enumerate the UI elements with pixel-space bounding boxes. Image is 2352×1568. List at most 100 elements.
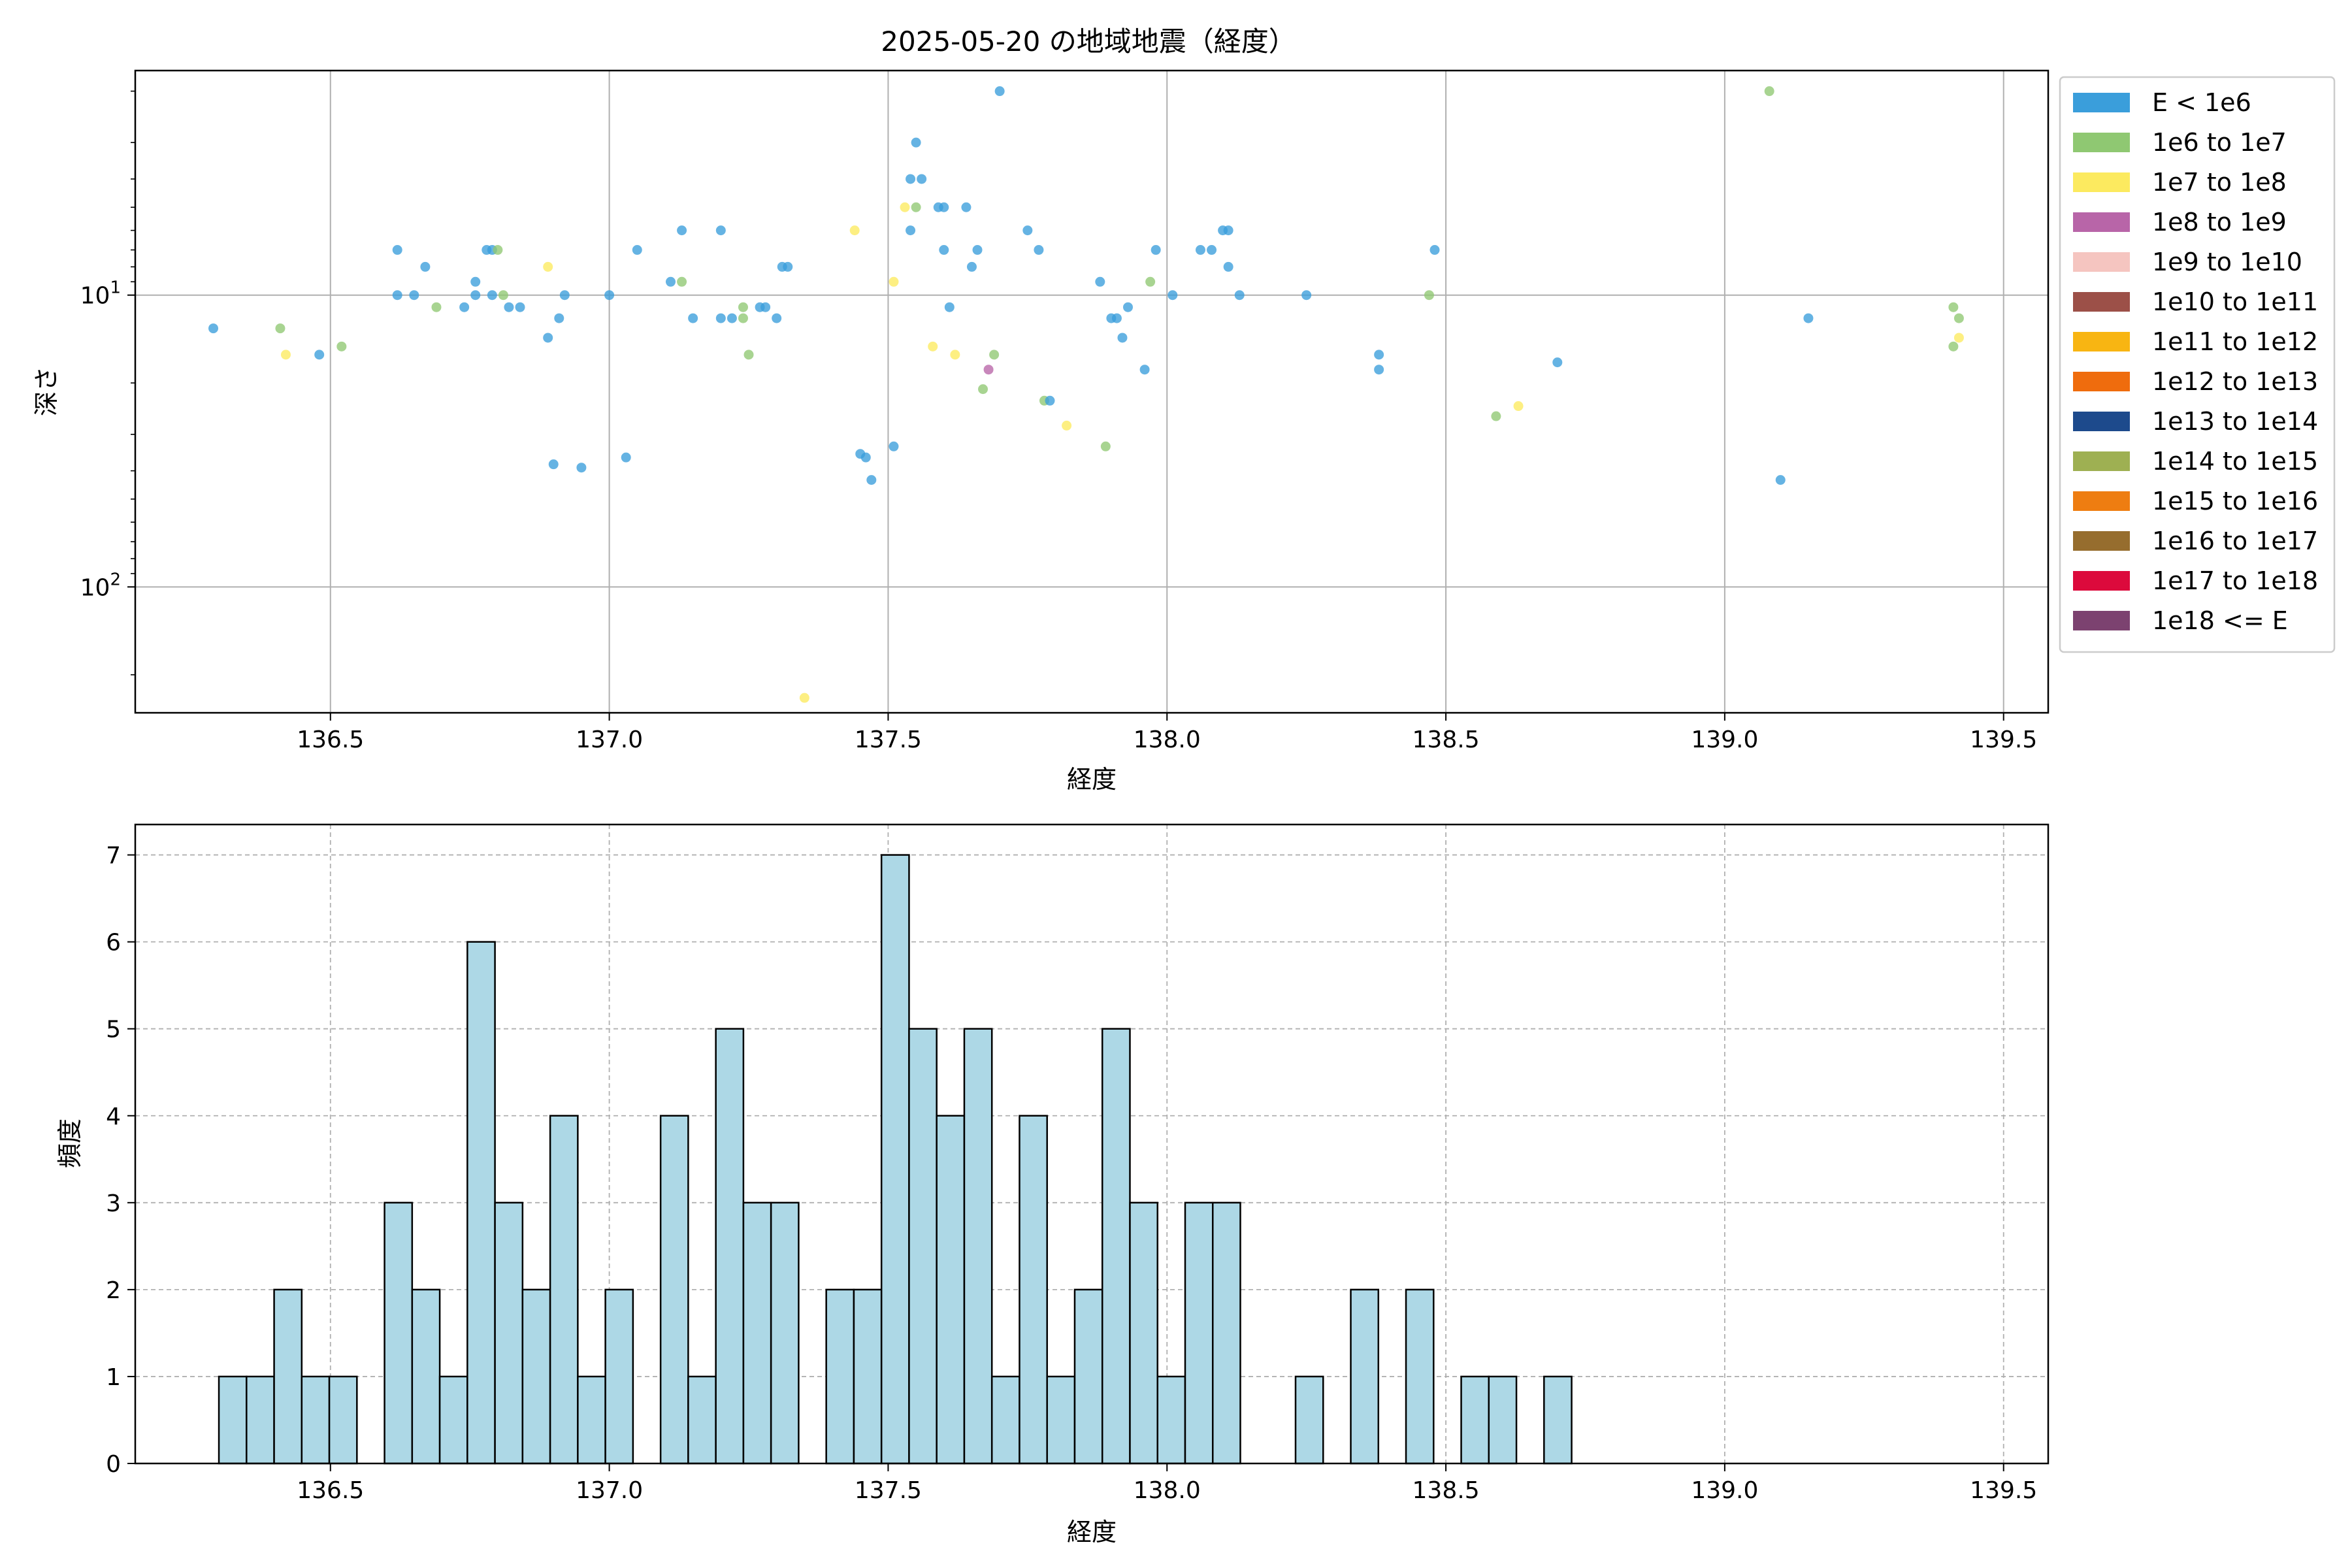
histogram-y-tick-label: 3 [106,1190,121,1217]
scatter-point [1168,290,1178,301]
scatter-point [1223,225,1233,236]
legend-label: 1e17 to 1e18 [2152,566,2318,595]
scatter-point [314,350,325,360]
scatter-point [944,302,955,312]
scatter-point [978,384,988,395]
scatter-point [459,302,470,312]
legend-swatch [2073,93,2130,112]
histogram-bar [384,1201,414,1465]
legend-label: 1e13 to 1e14 [2152,407,2318,436]
legend-swatch [2073,252,2130,272]
scatter-point [280,350,291,360]
scatter-point [1429,245,1440,255]
scatter-point [470,276,481,287]
scatter-point [1151,245,1161,255]
scatter-point [275,323,286,334]
scatter-point [548,459,559,470]
scatter-point [849,225,860,236]
histogram-bar [521,1288,551,1465]
scatter-point [860,452,871,463]
legend-items: E < 1e6 1e6 to 1e7 1e7 to 1e8 1e8 to 1e9 1e9… [2073,88,2318,635]
scatter-point [1062,420,1072,431]
histogram-bars [218,854,1573,1465]
scatter-point [604,290,615,301]
scatter-point [1207,245,1217,255]
scatter-x-tick-label: 139.0 [1691,727,1758,753]
scatter-point [1100,441,1111,451]
histogram-y-tick-label: 6 [106,930,121,956]
scatter-point [738,313,748,323]
scatter-grid [135,71,2048,713]
legend-label: 1e16 to 1e17 [2152,527,2318,555]
scatter-point [866,475,877,485]
scatter-point [1139,365,1150,375]
histogram-bar [218,1375,248,1465]
legend-swatch [2073,212,2130,232]
scatter-point [1374,350,1384,360]
legend-swatch [2073,571,2130,591]
histogram-bar [328,1375,358,1465]
scatter-point [470,290,481,301]
histogram-bar [1129,1201,1158,1465]
legend-swatch [2073,451,2130,471]
histogram-bar [990,1375,1021,1465]
scatter-point [906,174,916,184]
scatter-point [738,302,748,312]
scatter-point [799,693,809,703]
scatter-point [621,452,631,463]
scatter-point [1491,411,1501,421]
scatter-x-tick-label: 137.0 [576,727,643,753]
scatter-point [208,323,219,334]
scatter-point [889,441,899,451]
scatter-point [1234,290,1245,301]
histogram-bar [1019,1115,1048,1465]
scatter-point [336,341,347,351]
scatter-point [688,313,698,323]
scatter-point [961,202,972,212]
histogram-bar [770,1201,800,1465]
scatter-point [994,86,1005,97]
legend-swatch [2073,332,2130,351]
scatter-point [1953,333,1964,343]
scatter-point [727,313,737,323]
histogram-bar [659,1115,689,1465]
legend-box [2059,76,2336,653]
scatter-point [559,290,570,301]
scatter-point [760,302,771,312]
scatter-point [1424,290,1434,301]
scatter-point [493,245,503,255]
scatter-point [1953,313,1964,323]
scatter-point [554,313,564,323]
scatter-x-tick-label: 138.5 [1413,727,1480,753]
histogram-bar [301,1375,331,1465]
histogram-y-tick-label: 7 [106,843,121,870]
legend-label: 1e6 to 1e7 [2152,128,2287,157]
histogram-x-ticks: 136.5 137.0 137.5 138.0 138.5 139.0 139.5 [297,1463,2037,1504]
scatter-point [1045,395,1055,406]
scatter-x-tick-label: 136.5 [297,727,364,753]
scatter-point [715,313,726,323]
histogram-x-tick-label: 138.5 [1413,1477,1480,1504]
scatter-point [576,463,587,473]
scatter-point [911,137,921,148]
histogram-x-tick-label: 136.5 [297,1477,364,1504]
scatter-x-tick-label: 138.0 [1134,727,1201,753]
histogram-bar [1350,1288,1380,1465]
scatter-point [900,202,910,212]
legend-swatch [2073,531,2130,551]
scatter-point [665,276,676,287]
histogram-bar [742,1201,772,1465]
histogram-y-tick-label: 4 [106,1103,121,1130]
histogram-y-tick-label: 1 [106,1364,121,1391]
scatter-point [392,245,402,255]
scatter-point [917,174,927,184]
scatter-point [498,290,508,301]
scatter-point [1111,313,1122,323]
scatter-point [928,341,938,351]
scatter-point [487,290,497,301]
histogram: 136.5 137.0 137.5 138.0 138.5 139.0 139.5 0 1 2 3… [56,823,2050,1546]
scatter-point [515,302,525,312]
scatter-y-tick-label: 101 [80,278,121,310]
histogram-bar [1211,1201,1241,1465]
scatter-point [543,333,553,343]
